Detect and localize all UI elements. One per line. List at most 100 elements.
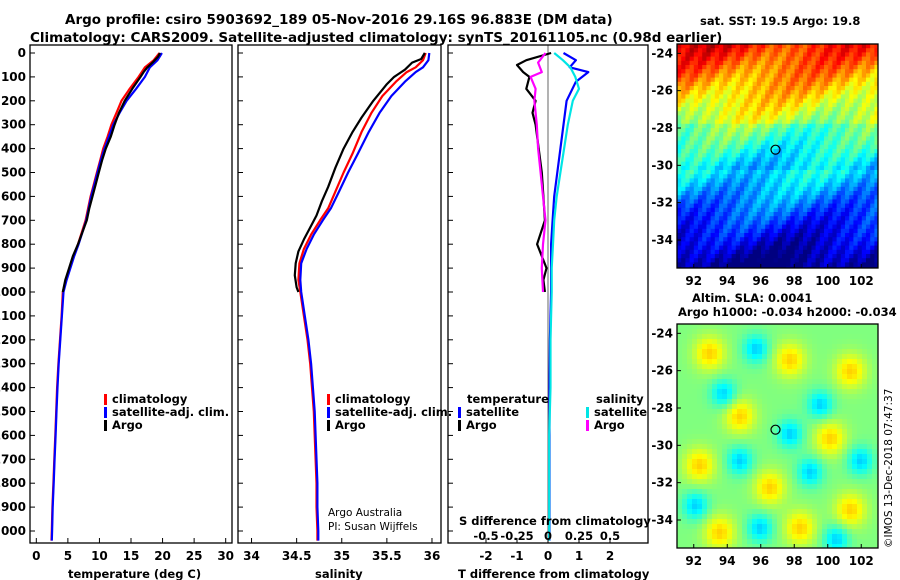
- sst-cell: [803, 228, 808, 234]
- sst-cell: [807, 203, 812, 209]
- sst-cell: [731, 203, 737, 209]
- sst-cell: [794, 245, 800, 251]
- sst-cell: [719, 44, 724, 49]
- sst-cell: [702, 48, 707, 53]
- sla-cell: [762, 354, 768, 360]
- sst-cell: [861, 220, 867, 225]
- sst-cell: [845, 44, 850, 49]
- sst-cell: [845, 212, 850, 217]
- sst-cell: [794, 115, 800, 120]
- sst-cell: [689, 94, 695, 99]
- sla-cell: [727, 479, 733, 485]
- sst-map: sat. SST: 19.5 Argo: 19.8 92 94 96 98 100 102…: [651, 14, 879, 288]
- sla-cell: [812, 419, 818, 425]
- sst-cell: [874, 102, 878, 108]
- sst-cell: [836, 69, 842, 74]
- sst-cell: [777, 191, 783, 196]
- sst-cell: [773, 237, 779, 242]
- sst-cell: [727, 136, 732, 141]
- sla-cell: [872, 479, 878, 485]
- sst-cell: [782, 207, 787, 213]
- sst-cell: [794, 203, 800, 209]
- t-diff-x-tick-label: 1: [575, 549, 583, 563]
- sla-cell: [807, 384, 813, 390]
- sst-cell: [752, 182, 758, 188]
- sst-cell: [714, 107, 720, 112]
- sla-cell: [797, 334, 803, 340]
- sst-cell: [828, 128, 833, 133]
- sla-cell: [817, 494, 823, 500]
- sst-cell: [790, 81, 795, 87]
- sla-cell: [822, 324, 828, 330]
- temperature-x-tick-label: 10: [91, 549, 108, 563]
- sst-cell: [735, 81, 741, 87]
- sla-cell: [697, 514, 703, 520]
- sst-cell: [756, 182, 762, 188]
- sla-cell: [697, 399, 703, 405]
- sst-cell: [693, 262, 699, 267]
- sst-cell: [773, 203, 779, 209]
- sst-cell: [836, 178, 842, 183]
- sst-cell: [794, 207, 800, 213]
- t-diff-x-tick-label: -1: [510, 549, 523, 563]
- sst-cell: [874, 212, 878, 217]
- sst-cell: [777, 140, 783, 146]
- sla-cell: [717, 489, 723, 495]
- sst-cell: [744, 182, 749, 188]
- sla-cell: [852, 479, 858, 485]
- sst-cell: [706, 140, 711, 146]
- sla-cell: [867, 419, 873, 425]
- sst-cell: [836, 161, 842, 167]
- sst-cell: [681, 48, 686, 53]
- sla-cell: [832, 364, 838, 370]
- sla-cell: [677, 389, 683, 395]
- sla-cell: [687, 404, 693, 410]
- sst-cell: [798, 266, 804, 268]
- sst-cell: [702, 107, 707, 112]
- sla-cell: [842, 464, 848, 470]
- sla-cell: [847, 459, 853, 465]
- sst-cell: [773, 123, 779, 129]
- sst-cell: [735, 94, 741, 99]
- sst-cell: [714, 44, 720, 49]
- sla-cell: [727, 489, 733, 495]
- sla-cell: [792, 369, 798, 375]
- sst-cell: [794, 128, 800, 133]
- sst-cell: [752, 102, 758, 108]
- sla-cell: [807, 504, 813, 510]
- sst-cell: [790, 161, 795, 167]
- sla-cell: [777, 404, 783, 410]
- sla-cell: [767, 334, 773, 340]
- sla-cell: [752, 414, 758, 420]
- sst-cell: [693, 136, 699, 141]
- sst-cell: [815, 81, 821, 87]
- sst-cell: [857, 216, 863, 221]
- sla-cell: [867, 424, 873, 430]
- sla-cell: [697, 349, 703, 355]
- sla-cell: [842, 459, 848, 465]
- sst-cell: [786, 86, 791, 91]
- sst-cell: [782, 60, 787, 66]
- sst-cell: [870, 107, 875, 112]
- sst-cell: [786, 111, 791, 116]
- sst-cell: [677, 111, 682, 116]
- sla-cell: [862, 399, 868, 405]
- sst-cell: [807, 170, 812, 175]
- sla-cell: [757, 399, 763, 405]
- sst-cell: [819, 60, 825, 66]
- sst-cell: [828, 132, 833, 137]
- sst-cell: [773, 69, 779, 74]
- sla-cell: [722, 494, 728, 500]
- sla-cell: [812, 494, 818, 500]
- sst-cell: [819, 65, 825, 70]
- sla-cell: [797, 494, 803, 500]
- sst-cell: [702, 203, 707, 209]
- sst-cell: [790, 48, 795, 53]
- sst-cell: [765, 220, 770, 225]
- sst-cell: [706, 241, 711, 246]
- sla-cell: [682, 474, 688, 480]
- sst-cell: [710, 56, 716, 62]
- sst-cell: [866, 136, 871, 141]
- sst-cell: [853, 144, 858, 150]
- sla-cell: [872, 394, 878, 400]
